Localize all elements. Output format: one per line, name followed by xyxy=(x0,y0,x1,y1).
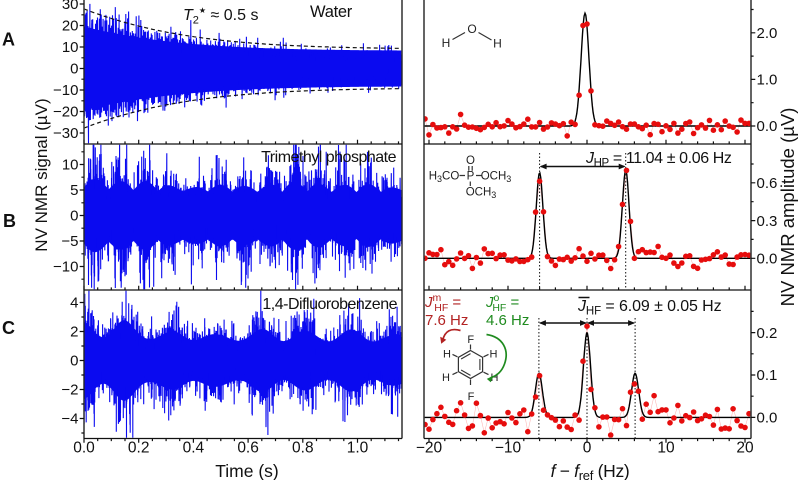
svg-text:30: 30 xyxy=(62,0,79,13)
svg-text:Trimethyl phosphate: Trimethyl phosphate xyxy=(261,149,396,166)
svg-text:7.6 Hz: 7.6 Hz xyxy=(425,312,468,329)
svg-text:T2★ ≈ 0.5 s: T2★ ≈ 0.5 s xyxy=(183,6,258,27)
svg-text:H3CO: H3CO xyxy=(429,171,460,185)
svg-text:−5: −5 xyxy=(61,233,78,250)
svg-text:H: H xyxy=(442,36,451,50)
svg-text:O: O xyxy=(466,155,475,167)
svg-text:f − fref (Hz): f − fref (Hz) xyxy=(551,461,630,480)
svg-text:5: 5 xyxy=(70,182,78,199)
svg-text:0: 0 xyxy=(583,440,592,457)
svg-text:OCH3: OCH3 xyxy=(481,171,512,185)
svg-text:OCH3: OCH3 xyxy=(466,187,497,201)
svg-text:0.6: 0.6 xyxy=(237,440,259,457)
svg-text:10: 10 xyxy=(62,39,79,56)
svg-text:F: F xyxy=(467,334,474,346)
svg-text:0: 0 xyxy=(70,353,78,370)
svg-text:0.6: 0.6 xyxy=(757,175,778,192)
svg-text:P: P xyxy=(467,171,475,183)
svg-text:0.0: 0.0 xyxy=(757,251,778,268)
svg-text:4: 4 xyxy=(70,295,78,312)
svg-text:0.8: 0.8 xyxy=(292,440,314,457)
svg-text:−2: −2 xyxy=(61,382,78,399)
svg-text:10: 10 xyxy=(657,440,675,457)
svg-text:H: H xyxy=(491,372,499,384)
svg-text:0.2: 0.2 xyxy=(757,325,778,342)
svg-text:H: H xyxy=(493,37,502,51)
svg-text:O: O xyxy=(467,22,476,36)
svg-text:1.0: 1.0 xyxy=(757,72,778,89)
svg-text:C: C xyxy=(2,318,15,338)
svg-text:−20: −20 xyxy=(53,104,78,121)
svg-text:−10: −10 xyxy=(495,440,522,457)
svg-text:2.0: 2.0 xyxy=(757,25,778,42)
svg-text:F: F xyxy=(468,391,475,403)
svg-text:0.2: 0.2 xyxy=(128,440,150,457)
svg-text:1.0: 1.0 xyxy=(347,440,369,457)
svg-text:10: 10 xyxy=(62,157,79,174)
svg-text:−20: −20 xyxy=(416,440,443,457)
svg-text:20: 20 xyxy=(736,440,754,457)
svg-text:0.1: 0.1 xyxy=(757,367,778,384)
svg-text:A: A xyxy=(2,30,15,50)
svg-text:0.4: 0.4 xyxy=(183,440,205,457)
svg-text:0: 0 xyxy=(70,61,78,78)
svg-text:4.6 Hz: 4.6 Hz xyxy=(486,312,529,329)
svg-text:−10: −10 xyxy=(53,259,78,276)
svg-text:20: 20 xyxy=(62,18,79,35)
svg-text:Time (s): Time (s) xyxy=(215,461,279,480)
svg-text:2: 2 xyxy=(70,324,78,341)
svg-text:H: H xyxy=(443,349,451,361)
svg-text:B: B xyxy=(3,211,16,231)
svg-text:0.0: 0.0 xyxy=(73,440,95,457)
svg-text:−30: −30 xyxy=(53,125,78,142)
svg-text:NV NMR amplitude (µV): NV NMR amplitude (µV) xyxy=(777,108,798,307)
svg-text:−10: −10 xyxy=(53,82,78,99)
svg-text:0.0: 0.0 xyxy=(757,118,778,135)
svg-text:1,4-Difluorobenzene: 1,4-Difluorobenzene xyxy=(262,296,397,313)
svg-text:H: H xyxy=(442,372,450,384)
svg-text:Water: Water xyxy=(310,3,353,21)
svg-text:0: 0 xyxy=(70,208,78,225)
svg-text:H: H xyxy=(490,349,498,361)
svg-text:0.3: 0.3 xyxy=(757,213,778,230)
svg-text:0.0: 0.0 xyxy=(757,410,778,427)
svg-text:−4: −4 xyxy=(61,411,78,428)
svg-text:JHF = 6.09 ± 0.05 Hz: JHF = 6.09 ± 0.05 Hz xyxy=(577,298,722,318)
svg-text:NV NMR signal (µV): NV NMR signal (µV) xyxy=(32,98,51,251)
